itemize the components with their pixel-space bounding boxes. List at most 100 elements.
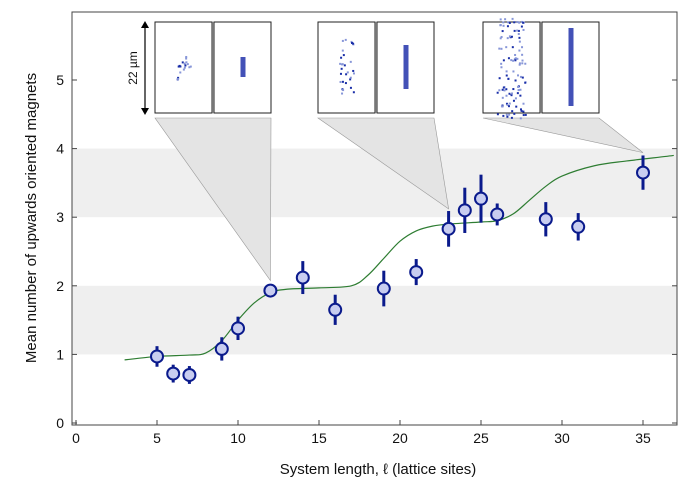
inset-speckle	[177, 78, 180, 81]
inset-speckle	[499, 18, 502, 21]
inset-speckle	[342, 54, 345, 57]
inset-speckle	[344, 38, 347, 41]
inset-speckle	[186, 63, 189, 66]
inset-speckle	[352, 69, 355, 72]
data-point	[166, 364, 181, 383]
inset-speckle	[178, 64, 181, 67]
inset-speckle	[499, 37, 502, 40]
inset-speckle	[500, 62, 503, 65]
inset-speckle	[501, 30, 504, 33]
x-tick-label: 5	[153, 430, 161, 446]
marker	[376, 281, 391, 296]
inset-speckle	[508, 92, 511, 95]
inset-speckle	[350, 40, 353, 43]
inset-speckle	[518, 36, 521, 39]
y-tick-label: 2	[56, 278, 64, 294]
inset-speckle	[522, 28, 525, 31]
x-ticks: 0 5 10 15 20 25 30 35	[72, 420, 651, 446]
inset-speckle	[521, 59, 524, 62]
inset-speckle	[518, 21, 521, 24]
inset-speckle	[339, 80, 342, 83]
inset-speckle	[508, 21, 511, 24]
data-point	[263, 283, 278, 298]
inset-speckle	[500, 66, 503, 69]
data-point	[376, 270, 391, 307]
inset-speckle	[185, 61, 188, 64]
inset-speckle	[510, 59, 513, 62]
inset-speckle	[349, 76, 352, 79]
x-tick-label: 25	[473, 430, 489, 446]
marker	[231, 321, 245, 336]
inset-speckle	[505, 74, 508, 77]
marker	[166, 366, 181, 381]
x-tick-label: 20	[392, 430, 408, 446]
inset-speckle	[520, 109, 523, 112]
inset-speckle	[343, 64, 346, 67]
data-point	[474, 174, 488, 223]
inset-speckle	[510, 94, 513, 97]
inset-speckle	[519, 88, 522, 91]
y-tick-label: 5	[56, 72, 64, 88]
inset-speckle	[511, 110, 514, 113]
marker	[182, 367, 197, 382]
inset-speckle	[506, 25, 509, 28]
inset-speckle	[503, 89, 506, 92]
data-point	[441, 211, 456, 247]
inset-speckle	[189, 65, 192, 68]
inset-speckle	[341, 49, 344, 52]
inset-speckle	[506, 103, 509, 106]
x-tick-label: 30	[554, 430, 570, 446]
marker	[263, 283, 278, 298]
inset-speckle	[522, 114, 525, 117]
inset-speckle	[340, 63, 343, 66]
inset-speckle	[500, 47, 503, 50]
inset-speckle	[507, 105, 510, 108]
inset-speckle	[500, 35, 503, 38]
inset-speckle	[350, 42, 353, 45]
inset-image-experiment	[317, 21, 376, 114]
marker	[538, 212, 553, 227]
data-point	[150, 346, 164, 367]
plot-frame	[71, 11, 678, 426]
inset-speckle	[518, 63, 521, 66]
inset-simulation-stripe	[240, 57, 246, 77]
inset-speckle	[518, 40, 521, 43]
inset-speckle	[514, 53, 517, 56]
inset-speckle	[517, 29, 520, 32]
shaded-band	[72, 285, 677, 355]
inset-speckle	[508, 35, 511, 38]
marker	[441, 221, 456, 236]
inset-speckle	[512, 99, 515, 102]
inset-divider	[540, 22, 542, 113]
inset-image-experiment	[482, 21, 541, 114]
inset-speckle	[514, 59, 517, 62]
inset-speckle	[339, 72, 342, 75]
y-tick-label: 3	[56, 209, 64, 225]
inset-speckle	[498, 89, 501, 92]
inset-speckle	[519, 108, 522, 111]
inset-speckle	[514, 79, 517, 82]
inset-speckle	[517, 85, 520, 88]
inset-speckle	[513, 29, 516, 32]
inset-speckle	[344, 82, 347, 85]
inset-speckle	[524, 81, 527, 84]
inset-speckle	[514, 97, 517, 100]
inset-speckle	[340, 56, 343, 59]
inset-speckle	[505, 113, 508, 116]
inset-speckle	[505, 94, 508, 97]
inset-speckle	[502, 86, 505, 89]
data-point	[636, 155, 650, 190]
inset-speckle	[522, 21, 525, 24]
inset-speckle	[506, 115, 509, 118]
y-tick-label: 1	[56, 346, 64, 362]
y-tick-label: 4	[56, 141, 64, 157]
inset-speckle	[501, 88, 504, 91]
inset-speckle	[502, 21, 505, 24]
inset-speckle	[181, 61, 184, 64]
inset-speckle	[512, 88, 515, 91]
inset-speckle	[502, 114, 505, 117]
marker	[457, 203, 472, 218]
marker	[295, 270, 310, 285]
inset-simulation-stripe	[403, 45, 409, 89]
